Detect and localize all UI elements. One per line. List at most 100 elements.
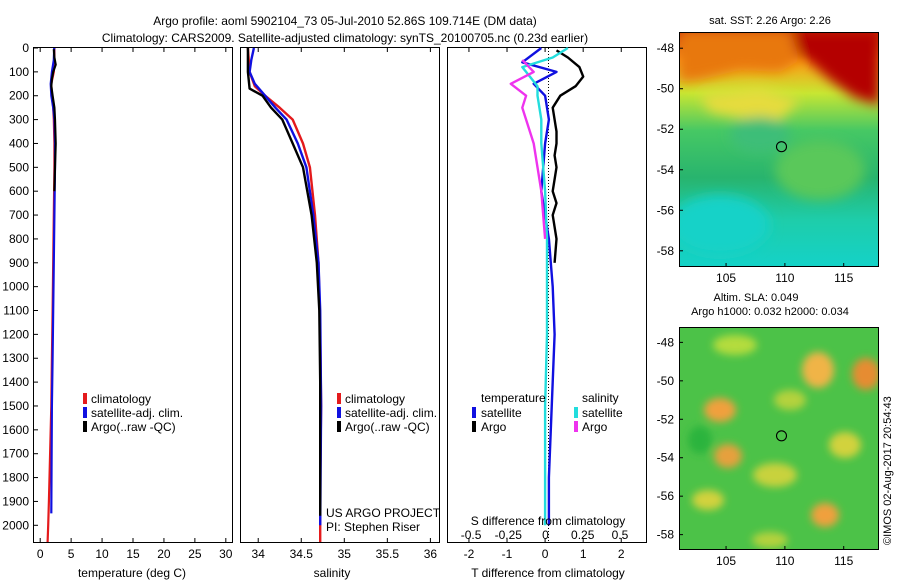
high-anomaly-eddy	[704, 398, 736, 422]
lon-tick-label: 105	[716, 554, 736, 568]
header-line1: Argo profile: aoml 5902104_73 05-Jul-201…	[153, 14, 537, 28]
legend-argo-swatch	[337, 421, 341, 432]
project-annotation: US ARGO PROJECT	[326, 506, 441, 520]
x-tick-label: 36	[424, 547, 438, 561]
lat-tick-label: -58	[657, 244, 675, 258]
legend-t-satellite-swatch	[472, 407, 476, 418]
y-tick-label: 1100	[3, 304, 29, 318]
sst-map-panel: sat. SST: 2.26 Argo: 2.26 105 110 115 -48 -5…	[657, 15, 879, 285]
legend-climatology-label: climatology	[345, 392, 405, 406]
yellow-eddy	[713, 335, 757, 355]
yellow-eddy	[692, 490, 724, 510]
y-tick-label: 800	[9, 232, 29, 246]
y-tick-label: 600	[9, 184, 29, 198]
header-line2: Climatology: CARS2009. Satellite-adjuste…	[102, 31, 588, 45]
y-tick-label: 100	[9, 65, 29, 79]
legend-t-argo-swatch	[472, 421, 476, 432]
y-tick-label: 1200	[2, 327, 29, 341]
salinity-panel: 34 34.5 35 35.5 36 salinity climatology sate…	[240, 47, 441, 580]
lat-tick-label: -48	[657, 335, 675, 349]
legend-argo-swatch	[83, 421, 87, 432]
legend-argo-label: Argo(..raw -QC)	[345, 420, 430, 434]
x2-tick-label: 0.5	[612, 528, 629, 542]
y-tick-label: 500	[9, 160, 29, 174]
warm-water-region	[790, 32, 879, 105]
legend-satellite-label: satellite-adj. clim.	[91, 406, 183, 420]
series-line-salinity-satellite	[521, 46, 569, 526]
argo-position-marker	[775, 430, 788, 442]
green-patch	[730, 117, 790, 153]
sla-field	[679, 327, 879, 550]
t-difference-x-axis: -2 -1 0 1 2	[464, 48, 625, 561]
y-tick-label: 1900	[2, 494, 29, 508]
difference-panel: -2 -1 0 1 2 -0.5 -0.25 0 0.25 0.5 T difference f…	[447, 46, 647, 580]
salinity-xlabel: salinity	[314, 566, 351, 580]
temperature-xlabel: temperature (deg C)	[78, 566, 186, 580]
x-tick-label: 20	[157, 547, 171, 561]
x2-tick-label: -0.25	[495, 528, 523, 542]
legend-t-satellite-label: satellite	[481, 406, 522, 420]
x-tick-label: 30	[219, 547, 233, 561]
lon-tick-label: 105	[716, 271, 736, 285]
high-anomaly-eddy	[852, 358, 879, 390]
lat-tick-label: -56	[657, 203, 675, 217]
imos-stamp: ©IMOS 02-Aug-2017 20:54:43	[882, 396, 894, 545]
sla-map-title-line1: Altim. SLA: 0.049	[714, 292, 799, 304]
x-tick-label: -1	[502, 547, 513, 561]
x-tick-label: 35.5	[376, 547, 400, 561]
legend-salinity-header: salinity	[582, 391, 619, 405]
legend-satellite-swatch	[337, 407, 341, 418]
sla-features	[688, 335, 879, 548]
y-tick-label: 200	[9, 89, 29, 103]
salinity-plot-frame	[240, 47, 440, 543]
legend-satellite-label: satellite-adj. clim.	[345, 406, 437, 420]
depth-axis: 0 100 200 300 400 500 600 700 800 900 1000 1100 1200…	[2, 41, 38, 532]
sst-features	[679, 32, 879, 255]
s-difference-xlabel: S difference from climatology	[471, 514, 626, 528]
x2-tick-label: 0	[542, 528, 549, 542]
series-line-temperature-satellite	[521, 47, 558, 526]
y-tick-label: 400	[9, 136, 29, 150]
difference-plot-frame	[447, 47, 647, 543]
y-tick-label: 1300	[2, 351, 29, 365]
pi-annotation: PI: Stephen Riser	[326, 520, 420, 534]
sla-map-axes: 105 110 115 -48 -50 -52 -54 -56 -58	[657, 335, 854, 568]
sst-field	[679, 32, 879, 267]
x-tick-label: -2	[464, 547, 475, 561]
lat-tick-label: -48	[657, 41, 675, 55]
series-line-satellite-adj-clim-	[248, 47, 323, 526]
salinity-legend: climatology satellite-adj. clim. Argo(..…	[337, 392, 437, 434]
temperature-x-axis: 0 5 10 15 20 25 30	[37, 48, 233, 561]
y-tick-label: 900	[9, 256, 29, 270]
legend-climatology-swatch	[83, 393, 87, 404]
sst-map-frame	[679, 32, 879, 267]
lat-tick-label: -54	[657, 451, 675, 465]
x-tick-label: 0	[37, 547, 44, 561]
yellow-eddy	[829, 432, 861, 458]
series-line-salinity-argo	[509, 59, 547, 239]
series-line-temperature-argo	[551, 49, 585, 263]
x-tick-label: 25	[188, 547, 202, 561]
lat-tick-label: -52	[657, 412, 675, 426]
lat-tick-label: -58	[657, 528, 675, 542]
y-tick-label: 1600	[2, 423, 29, 437]
sla-map-frame	[679, 327, 879, 550]
lon-tick-label: 115	[834, 271, 853, 285]
s-difference-x-axis: -0.5 -0.25 0 0.25 0.5	[461, 528, 629, 542]
x-tick-label: 2	[618, 547, 625, 561]
salinity-series	[246, 47, 323, 542]
salinity-x-axis: 34 34.5 35 35.5 36	[252, 48, 438, 561]
yellow-band	[700, 88, 800, 120]
low-anomaly-eddy	[688, 426, 712, 454]
y-tick-label: 1800	[2, 471, 29, 485]
x-tick-label: 34	[252, 547, 266, 561]
orange-region	[679, 32, 800, 82]
t-difference-xlabel: T difference from climatology	[471, 566, 625, 580]
x-tick-label: 0	[542, 547, 549, 561]
lon-tick-label: 110	[775, 554, 794, 568]
y-tick-label: 1700	[2, 447, 29, 461]
y-tick-label: 1400	[2, 375, 29, 389]
y-tick-label: 1000	[2, 280, 29, 294]
series-line-argo-raw-qc-	[50, 49, 57, 192]
